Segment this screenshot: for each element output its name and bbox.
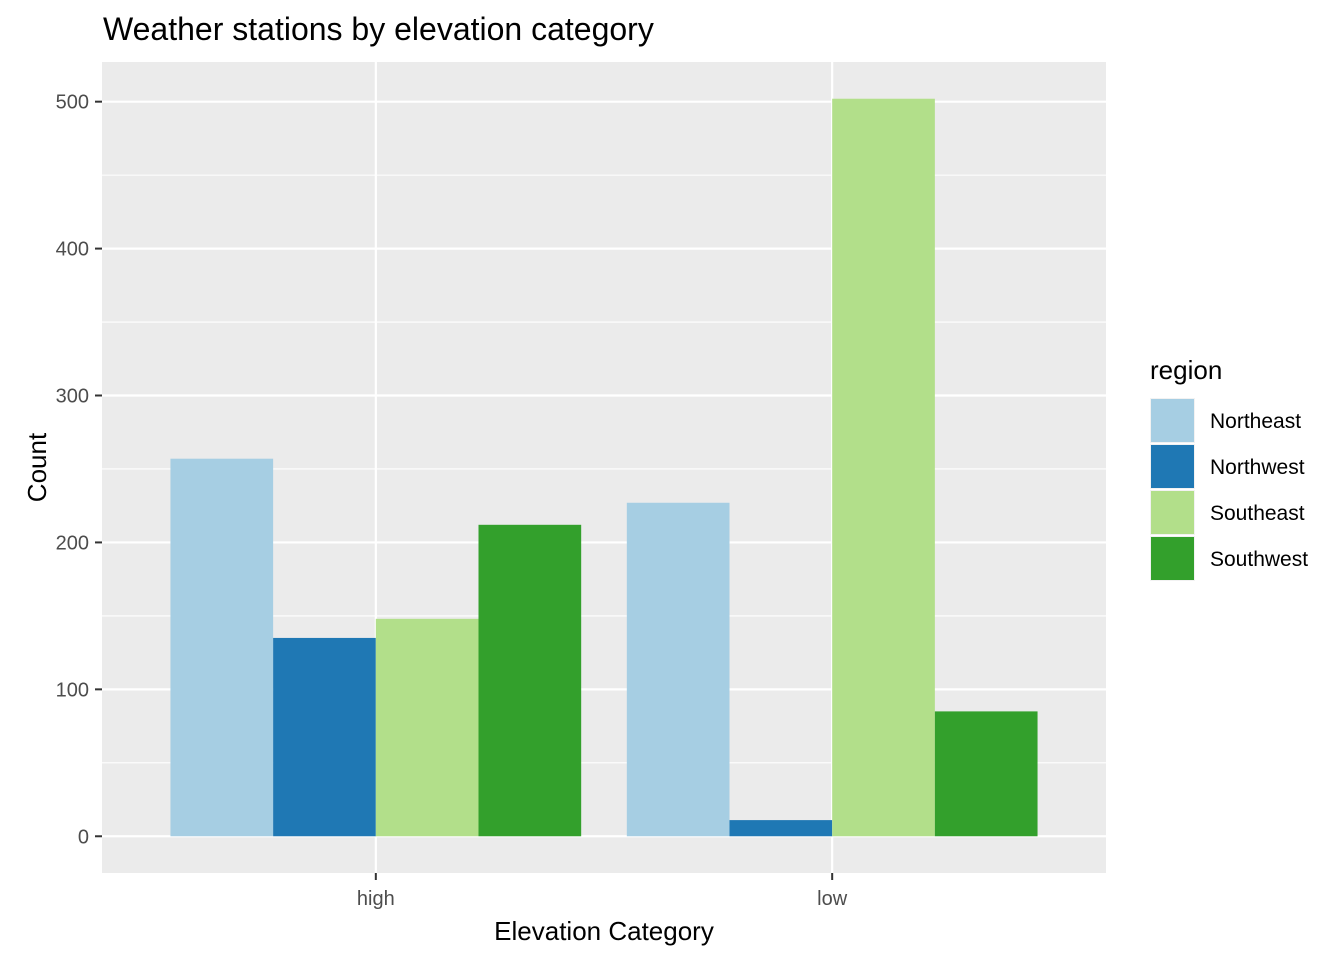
legend: region Northeast Northwest Southeast Southw…	[1150, 355, 1308, 581]
x-tick-label: high	[357, 888, 395, 910]
bar-high-southwest	[478, 524, 582, 837]
legend-label-northwest: Northwest	[1210, 456, 1305, 479]
x-tick-label: low	[817, 888, 848, 910]
x-axis-title: Elevation Category	[494, 916, 714, 946]
legend-label-northeast: Northeast	[1210, 410, 1301, 433]
x-axis: high low	[357, 873, 848, 910]
bar-high-northeast	[170, 458, 274, 837]
legend-label-southwest: Southwest	[1210, 548, 1308, 571]
y-axis: 0 100 200 300 400 500	[56, 92, 102, 848]
y-tick-label: 200	[56, 532, 89, 554]
legend-title: region	[1150, 355, 1222, 385]
y-tick-label: 100	[56, 679, 89, 701]
legend-swatch-northeast	[1151, 399, 1194, 442]
bar-high-northwest	[273, 637, 376, 837]
bar-low-northeast	[626, 502, 730, 837]
legend-swatch-northwest	[1151, 445, 1194, 488]
y-axis-title: Count	[22, 432, 52, 502]
bar-low-northwest	[729, 820, 833, 837]
y-tick-label: 0	[78, 826, 89, 848]
y-tick-label: 400	[56, 239, 89, 261]
chart-title: Weather stations by elevation category	[103, 11, 654, 47]
legend-swatch-southwest	[1151, 537, 1194, 580]
bar-high-southeast	[375, 618, 479, 837]
legend-label-southeast: Southeast	[1210, 502, 1305, 525]
y-tick-label: 300	[56, 386, 89, 408]
y-tick-label: 500	[56, 92, 89, 114]
bar-low-southeast	[832, 98, 935, 837]
bars	[170, 98, 1038, 837]
legend-swatch-southeast	[1151, 491, 1194, 534]
bar-low-southwest	[934, 711, 1038, 837]
